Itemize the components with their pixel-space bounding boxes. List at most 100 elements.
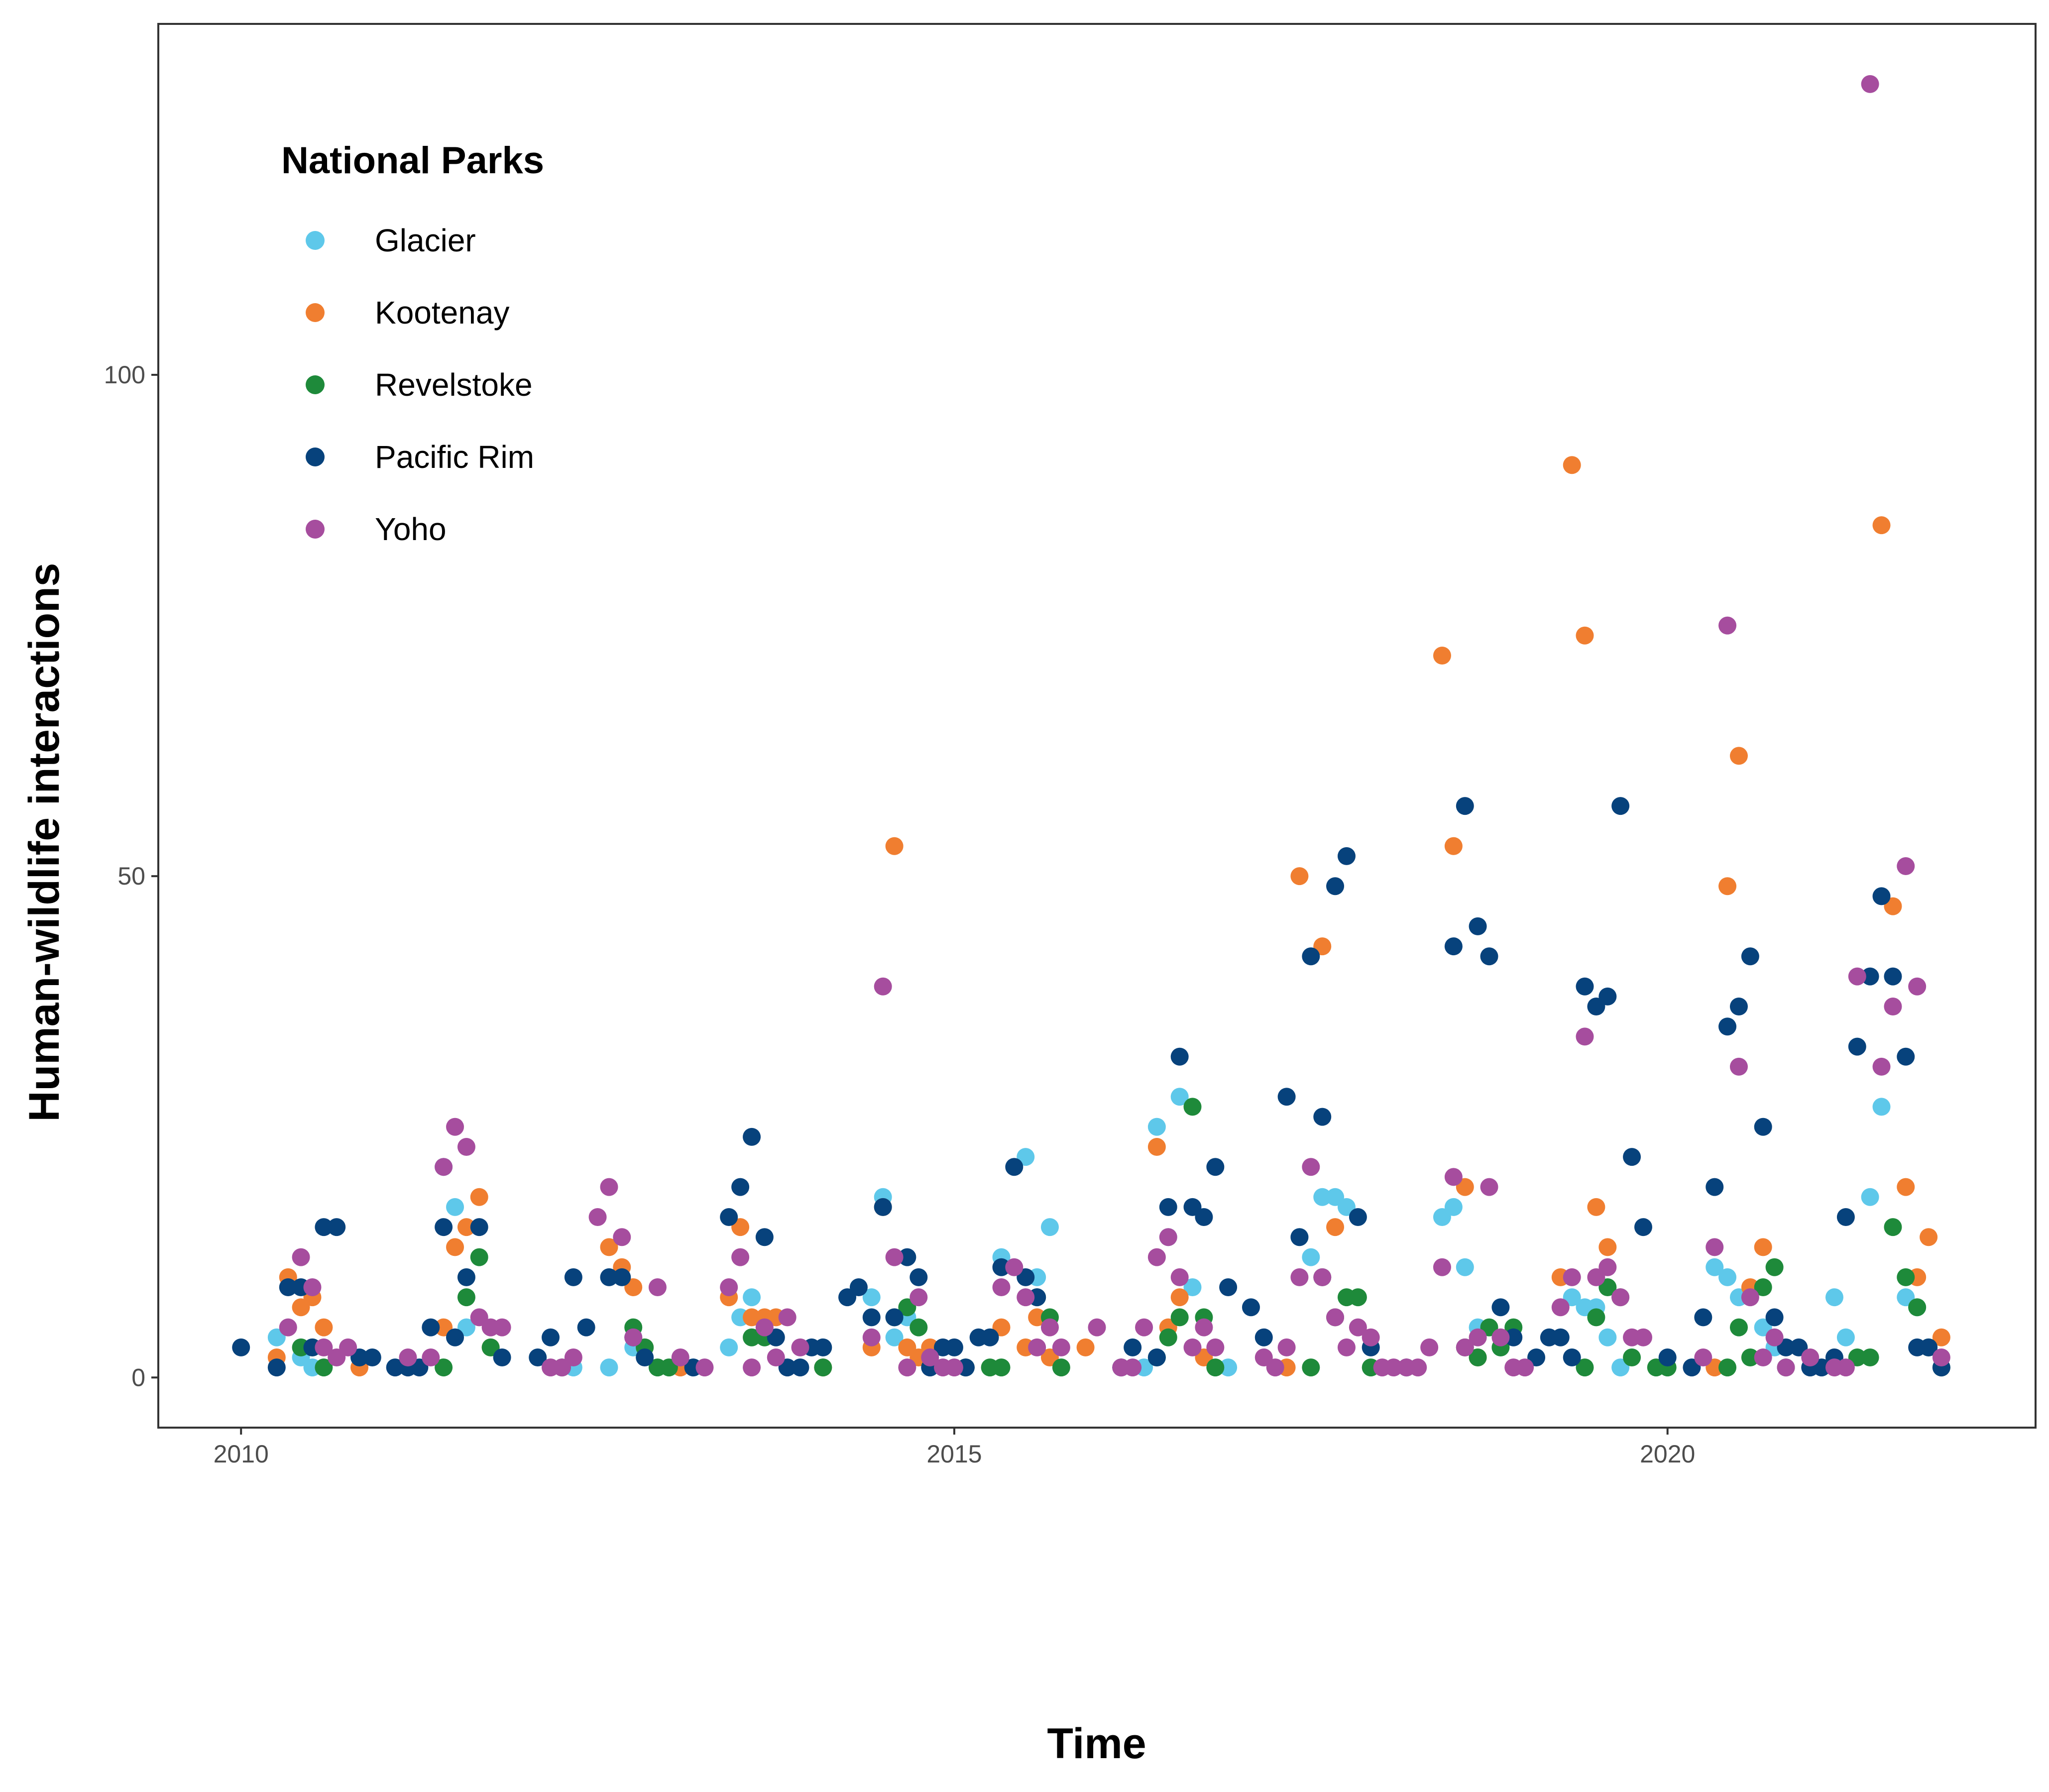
data-point — [1861, 1348, 1879, 1366]
data-point — [600, 1358, 618, 1377]
data-point — [422, 1348, 440, 1366]
data-point — [1170, 1047, 1189, 1066]
data-point — [743, 1328, 761, 1346]
data-point — [1587, 1308, 1605, 1327]
data-point — [1444, 937, 1463, 956]
data-point — [1754, 1118, 1772, 1136]
data-point — [1861, 75, 1879, 93]
data-point — [1754, 1278, 1772, 1296]
data-point — [671, 1348, 689, 1366]
data-point — [529, 1348, 547, 1366]
data-points — [232, 75, 1950, 1377]
data-point — [945, 1358, 963, 1377]
data-point — [1337, 847, 1356, 865]
legend-key — [306, 231, 325, 250]
data-point — [1777, 1358, 1795, 1377]
data-point — [1326, 1218, 1345, 1236]
data-point — [1302, 1358, 1320, 1377]
data-point — [1634, 1218, 1652, 1236]
data-point — [1825, 1288, 1843, 1307]
data-point — [1563, 1268, 1581, 1286]
data-point — [1052, 1358, 1070, 1377]
data-point — [1801, 1348, 1820, 1366]
data-point — [1349, 1288, 1367, 1307]
data-point — [1420, 1338, 1439, 1356]
y-tick-label: 0 — [131, 1363, 145, 1391]
data-point — [945, 1338, 963, 1356]
data-point — [1469, 1328, 1487, 1346]
data-point — [1908, 977, 1927, 996]
data-point — [720, 1208, 738, 1226]
data-point — [470, 1218, 488, 1236]
data-point — [1836, 1328, 1855, 1346]
legend: National Parks Glacier Kootenay Revelstoke… — [281, 139, 544, 547]
data-point — [1908, 1298, 1927, 1317]
data-point — [1551, 1298, 1570, 1317]
legend-label: Glacier — [375, 223, 476, 258]
data-point — [778, 1308, 797, 1327]
data-point — [1611, 797, 1630, 815]
x-tick-label: 2015 — [926, 1440, 982, 1468]
data-point — [814, 1358, 832, 1377]
data-point — [1576, 1358, 1594, 1377]
legend-key — [306, 375, 325, 394]
data-point — [1147, 1348, 1166, 1366]
data-point — [1563, 456, 1581, 474]
data-point — [1159, 1328, 1177, 1346]
data-point — [457, 1138, 475, 1156]
data-point — [1576, 1027, 1594, 1046]
data-point — [1658, 1348, 1677, 1366]
data-point — [1754, 1238, 1772, 1256]
data-point — [1718, 616, 1737, 635]
legend-label: Yoho — [375, 511, 447, 547]
data-point — [435, 1218, 453, 1236]
data-point — [1337, 1338, 1356, 1356]
data-point — [1718, 877, 1737, 896]
data-point — [1456, 1338, 1474, 1356]
data-point — [898, 1358, 916, 1377]
data-point — [1897, 1268, 1915, 1286]
data-point — [399, 1348, 417, 1366]
data-point — [446, 1328, 464, 1346]
data-point — [910, 1318, 928, 1337]
data-point — [1456, 797, 1474, 815]
data-point — [422, 1318, 440, 1337]
data-point — [1491, 1328, 1510, 1346]
y-axis: 0 50 100 — [104, 361, 158, 1391]
data-point — [1206, 1158, 1225, 1176]
data-point — [1195, 1318, 1213, 1337]
data-point — [600, 1268, 618, 1286]
data-point — [267, 1358, 286, 1377]
data-point — [1040, 1218, 1059, 1236]
data-point — [1611, 1288, 1630, 1307]
data-point — [791, 1338, 809, 1356]
data-point — [1326, 1308, 1345, 1327]
data-point — [1516, 1358, 1534, 1377]
legend-label: Revelstoke — [375, 367, 533, 403]
data-point — [1170, 1088, 1189, 1106]
data-point — [1491, 1298, 1510, 1317]
data-point — [446, 1238, 464, 1256]
data-point — [613, 1228, 631, 1246]
data-point — [1040, 1318, 1059, 1337]
data-point — [1183, 1338, 1202, 1356]
data-point — [435, 1158, 453, 1176]
data-point — [743, 1358, 761, 1377]
data-point — [1563, 1348, 1581, 1366]
data-point — [1729, 998, 1748, 1015]
data-point — [1718, 1268, 1737, 1286]
data-point — [1326, 877, 1345, 896]
data-point — [1076, 1338, 1095, 1356]
data-point — [885, 837, 904, 855]
data-point — [1313, 1108, 1332, 1126]
data-point — [992, 1258, 1011, 1276]
series-yoho — [279, 75, 1950, 1377]
data-point — [910, 1288, 928, 1307]
data-point — [1598, 1238, 1617, 1256]
data-point — [363, 1348, 381, 1366]
legend-key — [306, 520, 325, 539]
data-point — [1147, 1248, 1166, 1266]
data-point — [1206, 1358, 1225, 1377]
data-point — [1147, 1118, 1166, 1136]
